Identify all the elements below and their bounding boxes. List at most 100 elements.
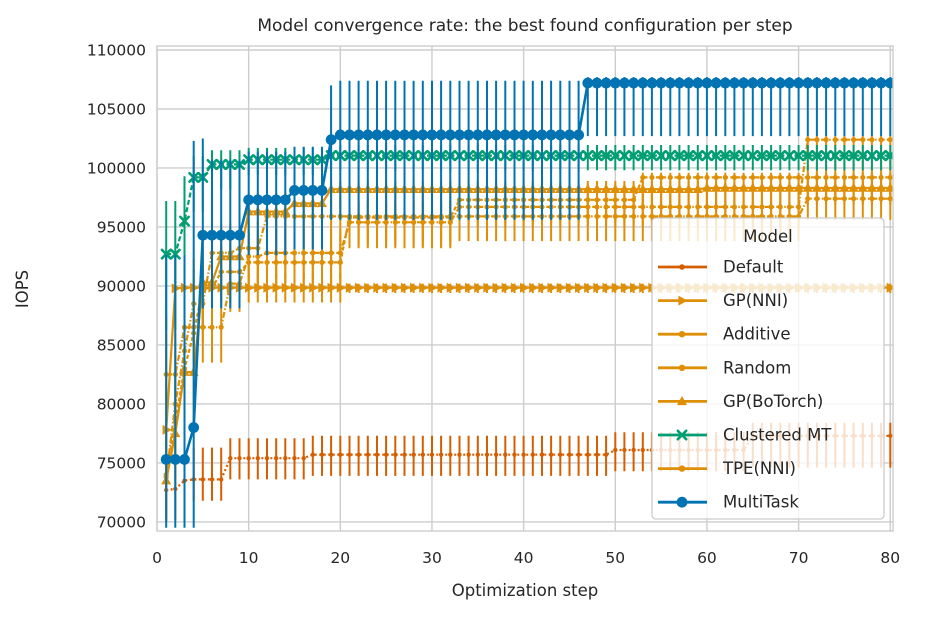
- triangle-right-marker: [437, 282, 447, 293]
- triangle-up-marker: [784, 182, 795, 192]
- triangle-right-marker: [630, 282, 640, 293]
- triangle-up-marker: [619, 183, 630, 193]
- dot-marker: [585, 452, 590, 457]
- triangle-right-marker: [281, 282, 291, 293]
- circle-marker: [884, 77, 893, 89]
- dot-marker: [328, 259, 334, 265]
- legend-label-gp-botorch: GP(BoTorch): [723, 392, 823, 411]
- dot-marker: [777, 174, 783, 181]
- triangle-up-marker: [811, 182, 822, 192]
- legend-entry-multitask: MultiTask: [658, 493, 799, 512]
- x-marker: [738, 150, 750, 162]
- triangle-up-marker: [802, 182, 813, 192]
- triangle-up-marker: [747, 182, 758, 192]
- triangle-right-marker: [455, 282, 466, 293]
- dot-marker: [292, 456, 297, 461]
- circle-marker: [463, 129, 475, 141]
- x-marker: [637, 150, 649, 162]
- circle-marker: [279, 194, 291, 206]
- dot-marker: [291, 259, 298, 265]
- circle-marker: [206, 229, 218, 241]
- dot-marker: [823, 174, 829, 181]
- circle-marker: [307, 185, 319, 196]
- circle-marker: [344, 129, 355, 141]
- dot-marker: [576, 452, 581, 457]
- dot-marker: [667, 174, 673, 181]
- dot-marker: [200, 477, 206, 482]
- dot-marker: [283, 456, 288, 461]
- triangle-right-marker: [565, 282, 576, 293]
- dot-marker: [640, 213, 646, 219]
- triangle-right-marker: [327, 282, 337, 293]
- triangle-right-marker: [364, 282, 374, 293]
- legend-label-additive: Additive: [723, 325, 791, 344]
- circle-marker: [646, 77, 658, 89]
- circle-marker: [637, 77, 649, 89]
- circle-marker: [729, 77, 740, 89]
- y-tick-label: 110000: [87, 42, 146, 60]
- triangle-right-marker: [400, 282, 411, 293]
- dot-marker: [420, 452, 426, 457]
- dot-marker: [273, 456, 279, 461]
- triangle-up-marker: [876, 182, 887, 192]
- dot-marker: [741, 174, 747, 181]
- dot-marker: [301, 259, 307, 265]
- dot-marker: [218, 324, 224, 330]
- triangle-up-marker: [738, 182, 749, 192]
- circle-marker: [188, 422, 200, 433]
- circle-marker: [399, 129, 410, 141]
- y-tick-label: 105000: [87, 100, 146, 118]
- x-marker: [875, 150, 887, 162]
- x-marker: [591, 150, 603, 162]
- circle-marker: [362, 129, 374, 141]
- circle-marker: [857, 77, 869, 89]
- legend-entry-default: Default: [658, 258, 784, 277]
- legend: Model Default GP(NNI) Additive Random GP(BoTo…: [651, 217, 885, 520]
- dot-marker: [805, 174, 811, 181]
- legend-box: [651, 217, 885, 520]
- dot-marker: [466, 452, 471, 457]
- dot-marker: [622, 447, 627, 453]
- triangle-right-marker: [538, 282, 548, 293]
- x-marker: [811, 150, 823, 162]
- x-tick-label: 30: [422, 549, 442, 567]
- circle-marker: [839, 77, 850, 89]
- triangle-right-marker: [886, 282, 893, 293]
- circle-marker: [802, 77, 814, 89]
- triangle-up-marker: [637, 183, 648, 193]
- triangle-right-marker: [547, 282, 557, 293]
- dot-marker: [319, 259, 325, 265]
- x-marker: [646, 150, 658, 162]
- dot-marker: [282, 259, 288, 265]
- dot-marker: [255, 456, 261, 461]
- x-marker: [710, 150, 722, 162]
- circle-marker: [499, 129, 511, 141]
- circle-marker: [169, 453, 181, 465]
- triangle-right-marker: [593, 282, 603, 293]
- x-marker: [765, 150, 777, 162]
- circle-marker: [554, 129, 566, 141]
- circle-marker: [866, 77, 878, 89]
- circle-marker: [609, 77, 621, 89]
- x-marker: [747, 150, 759, 162]
- tick-layer: 0 10 20 30 40 50 60 70 80 70000 75000 80000 85000 900…: [87, 42, 900, 567]
- dot-marker: [429, 452, 435, 457]
- series-multitask: [160, 77, 893, 528]
- x-tick-label: 70: [789, 549, 809, 567]
- circle-marker: [252, 194, 264, 206]
- circle-marker: [674, 77, 685, 89]
- triangle-right-marker: [345, 282, 356, 293]
- y-tick-label: 75000: [97, 454, 146, 472]
- circle-marker: [243, 194, 255, 206]
- circle-marker: [747, 77, 759, 89]
- circle-marker: [820, 77, 832, 89]
- dot-marker: [814, 137, 820, 143]
- dot-marker: [365, 452, 371, 457]
- triangle-up-marker: [821, 182, 832, 192]
- triangle-right-marker: [336, 282, 346, 293]
- dot-marker: [676, 174, 683, 181]
- circle-marker: [444, 129, 456, 141]
- x-marker: [719, 150, 731, 162]
- x-marker: [609, 150, 621, 162]
